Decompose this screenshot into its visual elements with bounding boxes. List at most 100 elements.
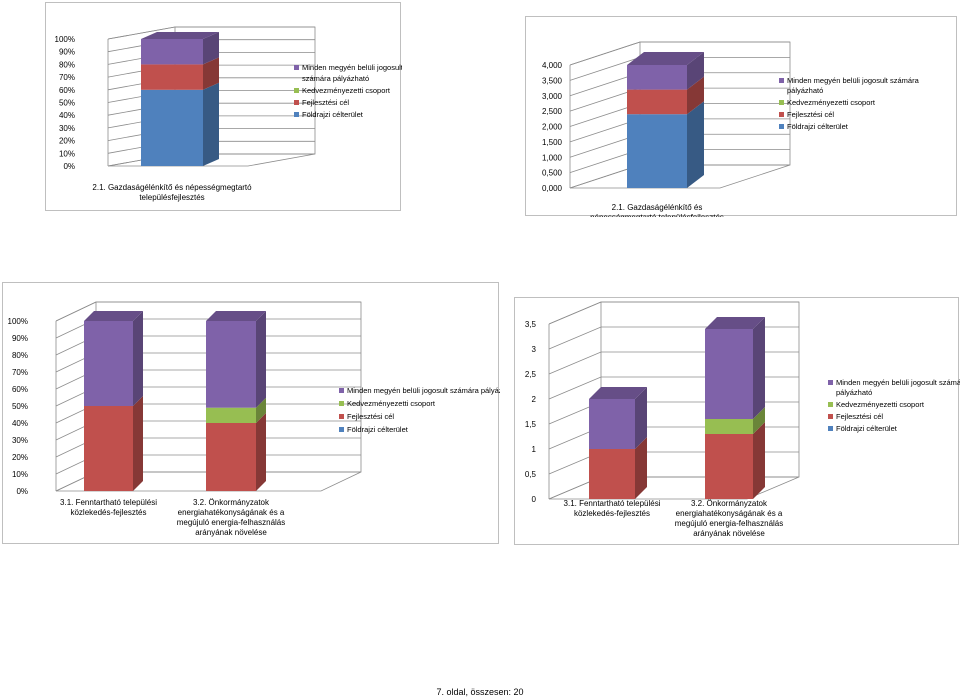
legend-label: Földrajzi célterület bbox=[347, 425, 409, 434]
y-tick-label: 0,5 bbox=[525, 470, 537, 479]
bar-segment-side bbox=[635, 387, 647, 449]
y-tick-label: 40% bbox=[12, 419, 28, 428]
y-tick-label: 80% bbox=[12, 351, 28, 360]
bar-segment bbox=[589, 449, 635, 499]
x-category-label-line: megújuló energia-felhasználás bbox=[675, 519, 784, 528]
x-category-label-line: megújuló energia-felhasználás bbox=[177, 518, 286, 527]
bar-segment-side bbox=[256, 413, 266, 491]
legend-label-line: Fejlesztési cél bbox=[836, 412, 883, 421]
y-tick-label: 2,000 bbox=[542, 123, 563, 132]
legend-swatch bbox=[828, 402, 833, 407]
bar-top-face bbox=[141, 32, 219, 39]
legend-label: Minden megyén belüli jogosult számára pá… bbox=[347, 386, 500, 395]
legend-label-line: pályázható bbox=[787, 86, 823, 95]
legend-label-line: számára pályázható bbox=[302, 74, 369, 83]
bar-segment bbox=[84, 406, 133, 491]
y-tick-label: 40% bbox=[59, 111, 75, 120]
x-category-label-line: 2.1. Gazdaságélénkítő és népességmegtart… bbox=[92, 183, 252, 192]
legend-label-line: Minden megyén belüli jogosult számára bbox=[836, 378, 960, 387]
bar-segment bbox=[141, 39, 203, 65]
legend-entry: Földrajzi célterület bbox=[779, 122, 849, 131]
legend-swatch bbox=[828, 380, 833, 385]
legend-label: Minden megyén belüli jogosult számára pál… bbox=[302, 63, 402, 83]
legend-entry: Kedvezményezetti csoport bbox=[294, 86, 391, 95]
legend-swatch bbox=[294, 88, 299, 93]
bar-top-face bbox=[206, 311, 266, 321]
bar-segment-side bbox=[753, 422, 765, 499]
y-tick-label: 3,500 bbox=[542, 76, 563, 85]
y-tick-label: 3,000 bbox=[542, 92, 563, 101]
y-tick-label: 30% bbox=[59, 124, 75, 133]
legend-label: Kedvezményezetti csoport bbox=[836, 400, 925, 409]
bar-segment bbox=[627, 65, 687, 90]
legend-swatch bbox=[294, 65, 299, 70]
legend-label-line: Kedvezményezetti csoport bbox=[787, 98, 876, 107]
y-tick-label: 3,5 bbox=[525, 320, 537, 329]
bar-segment-side bbox=[133, 311, 143, 406]
y-tick-label: 100% bbox=[55, 35, 75, 44]
bar-segment-side bbox=[635, 437, 647, 499]
bar-segment-side bbox=[203, 57, 219, 90]
legend-swatch bbox=[339, 401, 344, 406]
y-tick-label: 1,5 bbox=[525, 420, 537, 429]
legend-label-line: Minden megyén belüli jogosult bbox=[302, 63, 402, 72]
legend-label-line: Fejlesztési cél bbox=[787, 110, 834, 119]
y-tick-label: 70% bbox=[12, 368, 28, 377]
bar-segment bbox=[206, 407, 256, 423]
y-tick-label: 0,500 bbox=[542, 169, 563, 178]
y-tick-label: 60% bbox=[59, 86, 75, 95]
legend-entry: Kedvezményezetti csoport bbox=[779, 98, 876, 107]
x-category-label-line: közlekedés-fejlesztés bbox=[70, 508, 146, 517]
y-tick-label: 0,000 bbox=[542, 184, 563, 193]
legend-label: Minden megyén belüli jogosult számára pál… bbox=[836, 378, 960, 397]
bar-segment-side bbox=[203, 32, 219, 65]
legend-entry: Kedvezményezetti csoport bbox=[339, 399, 436, 408]
bar-segment-side bbox=[687, 76, 704, 115]
bar-segment-side bbox=[256, 397, 266, 423]
bar-top-face bbox=[705, 317, 765, 329]
x-category-label-line: 3.1. Fenntartható települési bbox=[564, 499, 661, 508]
legend-label-line: Minden megyén belüli jogosult számára bbox=[787, 76, 920, 85]
y-tick-label: 10% bbox=[12, 470, 28, 479]
y-tick-label: 0% bbox=[63, 162, 75, 171]
legend-entry: Fejlesztési cél bbox=[779, 110, 834, 119]
y-tick-label: 2,5 bbox=[525, 370, 537, 379]
y-tick-label: 100% bbox=[8, 317, 28, 326]
bar-segment bbox=[141, 89, 203, 166]
x-category-label-line: közlekedés-fejlesztés bbox=[574, 509, 650, 518]
legend-entry: Minden megyén belüli jogosult számára pál… bbox=[779, 76, 920, 95]
chart-panel-1: 0% 10% 20% 30% 40% 50% 60% 70% 80% 90% 100% 2.1. Ga… bbox=[45, 2, 402, 211]
bar-segment-side bbox=[687, 52, 704, 90]
legend-label-line: Minden megyén belüli jogosult számára pá… bbox=[347, 386, 500, 395]
bar-segment bbox=[705, 329, 753, 419]
y-tick-label: 60% bbox=[12, 385, 28, 394]
bar-segment-side bbox=[753, 317, 765, 419]
legend-label: Fejlesztési cél bbox=[836, 412, 883, 421]
legend-swatch bbox=[294, 112, 299, 117]
gridline bbox=[548, 301, 799, 325]
y-tick-label: 20% bbox=[59, 137, 75, 146]
y-tick-label: 1,500 bbox=[542, 138, 563, 147]
y-tick-label: 2,500 bbox=[542, 107, 563, 116]
bar-segment bbox=[627, 89, 687, 115]
bar-segment-side bbox=[203, 82, 219, 166]
x-category-label: 3.2. Önkormányzatok energiahatékonyságána… bbox=[675, 499, 784, 538]
legend-label: Kedvezményezetti csoport bbox=[347, 399, 436, 408]
y-tick-label: 0 bbox=[532, 495, 537, 504]
gridline bbox=[107, 26, 315, 40]
x-category-label: 2.1. Gazdaságélénkítő és népességmegtart… bbox=[92, 183, 252, 202]
legend-label-line: Fejlesztési cél bbox=[302, 98, 349, 107]
chart-panel-3: 0% 10% 20% 30% 40% 50% 60% 70% 80% 90% 100% 3.1. Fe… bbox=[2, 282, 500, 544]
page-footer: 7. oldal, összesen: 20 bbox=[436, 687, 524, 697]
legend-entry: Földrajzi célterület bbox=[339, 425, 409, 434]
y-tick-label: 30% bbox=[12, 436, 28, 445]
bar-segment bbox=[206, 423, 256, 491]
y-tick-label: 10% bbox=[59, 149, 75, 158]
bar-segment bbox=[589, 399, 635, 449]
chart-svg-4: 0 0,5 1 1,5 2 2,5 3 3,5 3.1. Fenntartható telepü… bbox=[525, 301, 960, 538]
legend-label-line: pályázható bbox=[836, 388, 872, 397]
legend-label: Földrajzi célterület bbox=[302, 110, 364, 119]
legend-swatch bbox=[339, 427, 344, 432]
x-category-label-line: 2.1. Gazdaságélénkítő és bbox=[612, 203, 703, 212]
legend-label-line: Kedvezményezetti csoport bbox=[302, 86, 391, 95]
